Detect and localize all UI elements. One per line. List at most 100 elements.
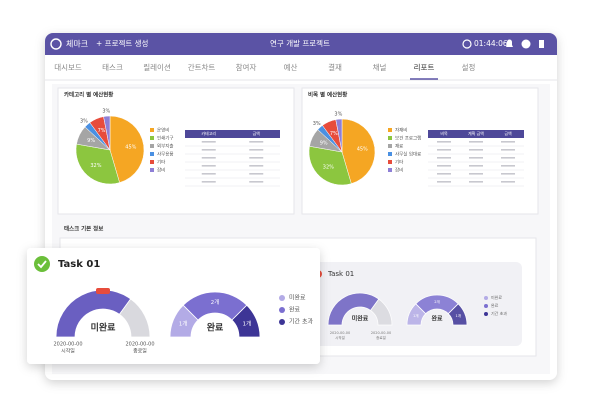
table-head-cell: 계획 금액 bbox=[468, 130, 484, 136]
legend-swatch bbox=[150, 168, 154, 172]
donut-label: 1개 bbox=[455, 313, 461, 318]
tab[interactable]: 리포트 bbox=[414, 63, 435, 72]
donut-segment bbox=[118, 298, 151, 338]
table-cell bbox=[437, 181, 451, 183]
donut-label: 1개 bbox=[413, 313, 419, 318]
legend-dot bbox=[484, 296, 488, 300]
end-label: 종료일 bbox=[376, 335, 386, 340]
table-cell bbox=[437, 149, 451, 151]
tab[interactable]: 예산 bbox=[284, 62, 298, 72]
tab[interactable]: 간트차트 bbox=[188, 62, 216, 72]
table-cell bbox=[201, 141, 216, 143]
table-head-cell: 카테고리 bbox=[201, 130, 216, 136]
legend-swatch bbox=[388, 168, 392, 172]
pie-slice bbox=[103, 115, 111, 151]
tab[interactable]: 태스크 bbox=[102, 63, 123, 72]
pie-label: 9% bbox=[87, 138, 95, 144]
legend-label: 인쇄기구 bbox=[157, 135, 174, 142]
table-cell bbox=[469, 141, 483, 143]
exit-icon[interactable] bbox=[539, 40, 544, 48]
overdue-badge bbox=[96, 288, 110, 294]
table-cell bbox=[469, 149, 483, 151]
table-cell bbox=[201, 165, 216, 167]
end-label: 종료일 bbox=[133, 348, 147, 355]
tab[interactable]: 대시보드 bbox=[54, 63, 82, 72]
donut-center: 미완료 bbox=[91, 322, 117, 334]
start-date: 2020-00-00 bbox=[330, 331, 350, 335]
task-card-bg bbox=[306, 262, 522, 346]
pie-label: 3% bbox=[313, 121, 321, 127]
donut-segment bbox=[231, 304, 261, 338]
legend-dot bbox=[484, 312, 488, 316]
tab[interactable]: 릴레이션 bbox=[143, 62, 171, 72]
tab[interactable]: 참여자 bbox=[236, 62, 257, 72]
legend-swatch bbox=[150, 144, 154, 148]
legend-swatch bbox=[150, 136, 154, 140]
start-label: 시작일 bbox=[335, 335, 345, 340]
legend-label: 자재비 bbox=[395, 127, 407, 134]
panel-title: 비목 별 예산현황 bbox=[308, 91, 347, 99]
legend-label: 기타 bbox=[157, 159, 166, 166]
legend-swatch bbox=[388, 144, 392, 148]
table-header bbox=[185, 130, 280, 138]
table-cell bbox=[469, 165, 483, 167]
bell-icon[interactable] bbox=[506, 39, 513, 47]
table-cell bbox=[249, 173, 264, 175]
legend-swatch bbox=[388, 136, 392, 140]
table-cell bbox=[437, 165, 451, 167]
table-cell bbox=[501, 157, 515, 159]
pie-label: 7% bbox=[330, 131, 338, 137]
legend-dot bbox=[279, 319, 285, 325]
donut-label: 2개 bbox=[211, 298, 219, 306]
legend-swatch bbox=[388, 160, 392, 164]
table-cell bbox=[501, 149, 515, 151]
pie-label: 45% bbox=[125, 145, 136, 151]
legend-dot bbox=[279, 295, 285, 301]
tab[interactable]: 결재 bbox=[328, 62, 342, 72]
table-cell bbox=[501, 141, 515, 143]
donut-label: 1개 bbox=[179, 319, 187, 327]
pie-label: 3% bbox=[102, 109, 110, 115]
start-date: 2020-00-00 bbox=[53, 342, 82, 348]
donut-segment bbox=[370, 298, 393, 326]
end-date: 2020-00-00 bbox=[125, 342, 154, 348]
legend-swatch bbox=[150, 160, 154, 164]
end-date: 2020-00-00 bbox=[371, 331, 391, 335]
legend-label: 기간 초과 bbox=[491, 310, 507, 316]
pie-label: 3% bbox=[334, 112, 342, 118]
table-cell bbox=[249, 181, 264, 183]
tab[interactable]: 채널 bbox=[373, 62, 387, 72]
legend-label: 미완료 bbox=[289, 294, 306, 302]
table-cell bbox=[501, 173, 515, 175]
timer: 01:44:06 bbox=[474, 39, 508, 48]
pie-slice bbox=[109, 115, 145, 183]
logo bbox=[50, 38, 62, 50]
table-cell bbox=[249, 149, 264, 151]
project-title: 연구 개발 프로젝트 bbox=[270, 38, 330, 48]
table-head-cell: 금액 bbox=[504, 130, 512, 136]
task-title: Task 01 bbox=[327, 270, 354, 278]
table-cell bbox=[469, 173, 483, 175]
legend-label: 사무용품 bbox=[157, 151, 174, 158]
legend-label: 미완료 bbox=[491, 294, 502, 300]
legend-swatch bbox=[150, 152, 154, 156]
legend-label: 완료 bbox=[289, 306, 301, 314]
legend-label: 외부지출 bbox=[157, 143, 174, 150]
legend-swatch bbox=[150, 128, 154, 132]
section-title: 태스크 기본 정보 bbox=[64, 225, 103, 233]
table-cell bbox=[201, 149, 216, 151]
table-cell bbox=[437, 141, 451, 143]
check-icon bbox=[34, 256, 50, 272]
new-project[interactable]: + 프로젝트 생성 bbox=[96, 38, 148, 48]
pie-slice bbox=[308, 145, 352, 186]
donut-center: 완료 bbox=[207, 322, 224, 334]
pie-slice bbox=[75, 143, 120, 185]
tab[interactable]: 설정 bbox=[462, 62, 476, 72]
table-cell bbox=[437, 173, 451, 175]
legend-label: 운영비 bbox=[157, 127, 169, 134]
table-head-cell: 금액 bbox=[253, 130, 261, 136]
user-icon[interactable] bbox=[521, 39, 531, 49]
donut-segment bbox=[447, 303, 468, 326]
pie-label: 9% bbox=[320, 140, 328, 146]
legend-label: 기간 초과 bbox=[289, 318, 313, 326]
